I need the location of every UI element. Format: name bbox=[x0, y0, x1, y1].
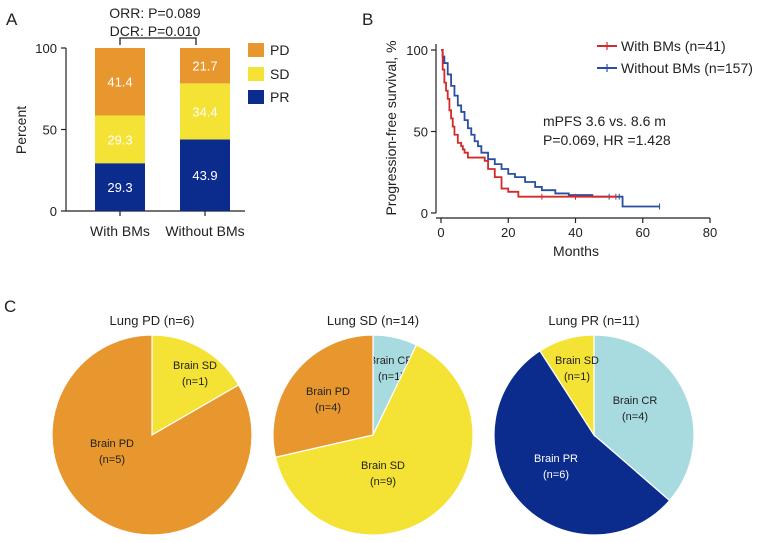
mpfs-annotation: mPFS 3.6 vs. 8.6 m bbox=[543, 113, 666, 129]
pie-slice-brain-sd bbox=[274, 344, 474, 536]
pie-slice-label: Brain SD bbox=[173, 360, 217, 372]
y-tick-label: 50 bbox=[43, 123, 57, 138]
y-axis-label: Percent bbox=[13, 106, 29, 154]
km-y-tick-label: 50 bbox=[414, 125, 428, 140]
y-tick-label: 100 bbox=[35, 41, 57, 56]
bar-value-label: 29.3 bbox=[107, 132, 132, 147]
stacked-bar-chart: ORR: P=0.089 DCR: P=0.010 Percent 0 50 100… bbox=[13, 5, 289, 239]
pie-slice-label: Brain CR bbox=[613, 395, 658, 407]
bar-segment-pd bbox=[95, 48, 145, 116]
panel-a-letter: A bbox=[6, 10, 18, 29]
bar-value-label: 41.4 bbox=[107, 75, 132, 90]
pie-slice-count: (n=4) bbox=[622, 411, 648, 423]
pie-slice-brain-pd bbox=[51, 334, 253, 536]
km-x-tick-label: 0 bbox=[437, 225, 444, 240]
pie-slice-count: (n=4) bbox=[315, 402, 341, 414]
km-curve-without-bms bbox=[441, 49, 660, 208]
bar-segment-pd bbox=[180, 48, 230, 84]
pie-slice-count: (n=9) bbox=[370, 476, 396, 488]
y-tick-label: 0 bbox=[50, 204, 57, 219]
bar-value-label: 29.3 bbox=[107, 180, 132, 195]
pie-slice-count: (n=1) bbox=[378, 371, 404, 383]
pie-slice-brain-sd bbox=[151, 334, 240, 437]
km-x-tick-label: 80 bbox=[703, 225, 717, 240]
legend-label-without-bms: Without BMs (n=157) bbox=[621, 60, 753, 76]
pie-slice-brain-cr bbox=[593, 334, 695, 502]
x-category-without-bms: Without BMs bbox=[165, 223, 244, 239]
bar-value-label: 34.4 bbox=[192, 104, 217, 119]
legend-label-pd: PD bbox=[270, 42, 289, 58]
pie-charts: Lung PD (n=6) Lung SD (n=14) Lung PR (n=… bbox=[51, 313, 695, 536]
pie-slice-label: Brain PD bbox=[90, 438, 134, 450]
legend-swatch-pd bbox=[248, 43, 264, 57]
significance-bracket bbox=[119, 37, 197, 45]
bar-value-label: 43.9 bbox=[192, 168, 217, 183]
pie-slice-brain-pd bbox=[272, 334, 374, 458]
pie-slice-label: Brain PD bbox=[306, 386, 350, 398]
km-y-tick-label: 0 bbox=[421, 206, 428, 221]
km-x-tick-label: 60 bbox=[636, 225, 650, 240]
km-y-tick-label: 100 bbox=[406, 43, 428, 58]
pie-slice-label: Brain PR bbox=[534, 453, 578, 465]
pie-slice-label: Brain SD bbox=[361, 460, 405, 472]
legend-swatch-sd bbox=[248, 67, 264, 81]
pie-title-lung-pr: Lung PR (n=11) bbox=[548, 313, 639, 328]
bar-segment-sd bbox=[180, 83, 230, 140]
legend-swatch-pr bbox=[248, 90, 264, 104]
km-survival-chart: Progression-free survival, % Months 0 50 1… bbox=[383, 38, 753, 259]
pie-slice-brain-sd bbox=[539, 334, 595, 438]
dcr-annotation: DCR: P=0.010 bbox=[110, 23, 201, 39]
bar-segment-sd bbox=[95, 115, 145, 164]
bar-segment-pr bbox=[180, 139, 230, 211]
bar-segment-pr bbox=[95, 163, 145, 211]
km-curve-with-bms bbox=[441, 49, 616, 198]
panel-c-letter: C bbox=[4, 297, 16, 316]
pie-slice-count: (n=1) bbox=[564, 371, 590, 383]
legend-label-sd: SD bbox=[270, 66, 289, 82]
pie-slice-count: (n=6) bbox=[543, 469, 569, 481]
pie-slice-brain-pr bbox=[493, 350, 671, 536]
km-x-tick-label: 20 bbox=[501, 225, 515, 240]
pie-slice-label: Brain CR bbox=[369, 355, 414, 367]
km-y-axis-label: Progression-free survival, % bbox=[383, 40, 399, 215]
legend-label-pr: PR bbox=[270, 89, 289, 105]
p-hr-annotation: P=0.069, HR =1.428 bbox=[543, 132, 671, 148]
legend-label-with-bms: With BMs (n=41) bbox=[621, 38, 726, 54]
pie-title-lung-sd: Lung SD (n=14) bbox=[327, 313, 419, 328]
x-category-with-bms: With BMs bbox=[90, 223, 150, 239]
km-x-axis-label: Months bbox=[553, 243, 599, 259]
bar-value-label: 21.7 bbox=[192, 59, 217, 74]
pie-slice-label: Brain SD bbox=[555, 355, 599, 367]
panel-b-letter: B bbox=[362, 10, 373, 29]
pie-title-lung-pd: Lung PD (n=6) bbox=[110, 313, 195, 328]
pie-slice-count: (n=5) bbox=[99, 454, 125, 466]
pie-slice-count: (n=1) bbox=[182, 376, 208, 388]
km-x-tick-label: 40 bbox=[568, 225, 582, 240]
orr-annotation: ORR: P=0.089 bbox=[109, 5, 201, 21]
